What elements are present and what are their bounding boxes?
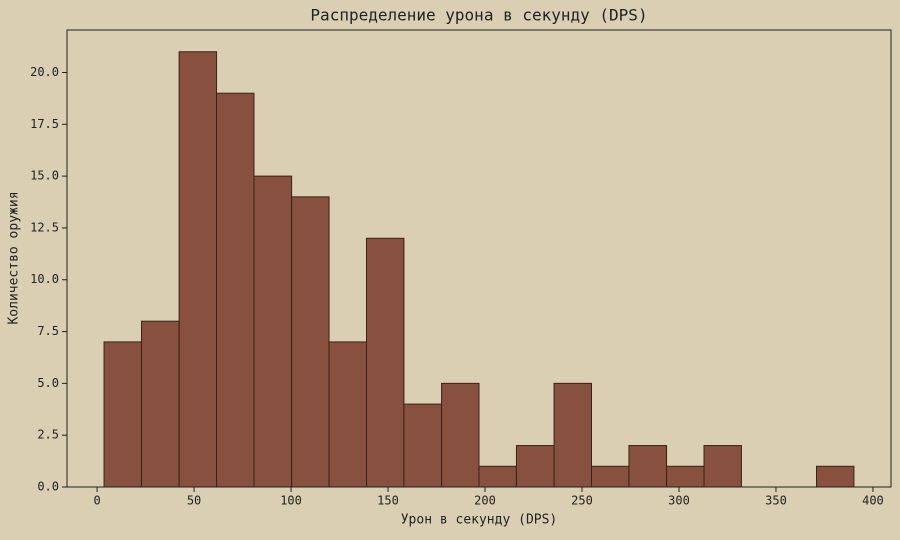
bar xyxy=(441,382,480,488)
x-tick-label: 250 xyxy=(571,494,593,508)
y-tick-label: 2.5 xyxy=(37,428,59,442)
x-tick-label: 200 xyxy=(474,494,496,508)
bar xyxy=(403,403,443,488)
plot-frame xyxy=(66,29,892,488)
bar xyxy=(816,465,855,488)
y-tick-label: 0.0 xyxy=(37,480,59,494)
bar xyxy=(140,320,180,488)
bar xyxy=(591,465,630,488)
x-tick-label: 400 xyxy=(862,494,884,508)
x-tick-label: 0 xyxy=(93,494,100,508)
chart-title: Распределение урона в секунду (DPS) xyxy=(310,6,647,25)
y-tick-label: 7.5 xyxy=(37,324,59,338)
y-axis-label: Количество оружия xyxy=(7,191,22,324)
x-tick-label: 50 xyxy=(187,494,201,508)
bar xyxy=(666,465,705,488)
y-tick-label: 12.5 xyxy=(30,220,59,234)
bar xyxy=(253,175,293,488)
bar xyxy=(328,341,367,488)
x-tick-label: 100 xyxy=(280,494,302,508)
x-tick-label: 300 xyxy=(668,494,690,508)
y-tick-label: 17.5 xyxy=(30,117,59,131)
bar xyxy=(216,92,255,488)
x-tick-label: 150 xyxy=(377,494,399,508)
bar xyxy=(103,341,142,488)
bar xyxy=(628,445,668,488)
y-tick-label: 20.0 xyxy=(30,65,59,79)
x-axis-label: Урон в секунду (DPS) xyxy=(401,513,558,528)
y-tick-label: 10.0 xyxy=(30,272,59,286)
bar xyxy=(178,51,218,488)
bar xyxy=(553,382,593,488)
x-tick-label: 350 xyxy=(765,494,787,508)
bar xyxy=(515,445,555,488)
bar xyxy=(478,465,517,488)
y-tick-label: 15.0 xyxy=(30,169,59,183)
bar xyxy=(703,445,742,488)
bar xyxy=(291,196,330,488)
y-tick-label: 5.0 xyxy=(37,376,59,390)
bar xyxy=(365,237,405,488)
